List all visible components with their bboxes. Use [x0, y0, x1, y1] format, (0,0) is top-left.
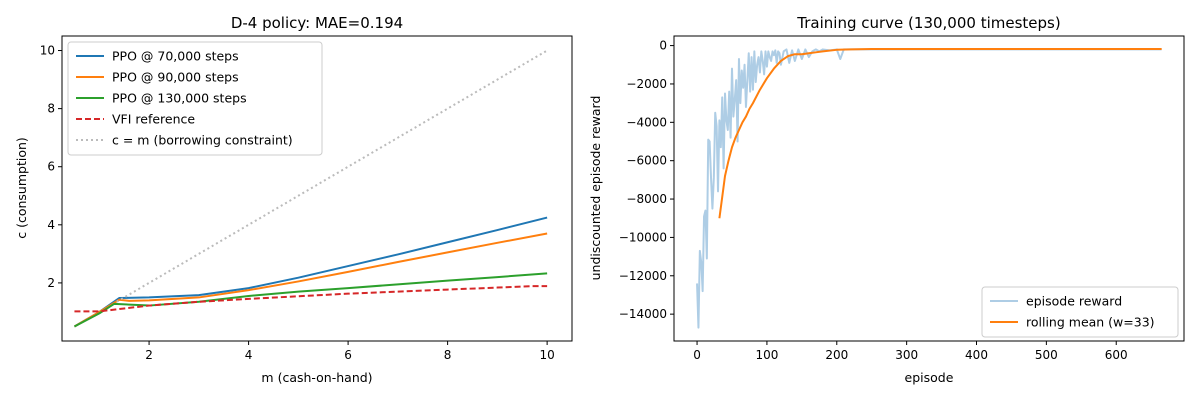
- y-tick-label: 4: [47, 218, 55, 232]
- x-tick-label: 500: [1035, 348, 1058, 362]
- x-tick-label: 0: [693, 348, 701, 362]
- y-tick-label: −10000: [619, 230, 667, 244]
- legend-label: PPO @ 70,000 steps: [112, 49, 239, 64]
- policy-chart-title: D-4 policy: MAE=0.194: [231, 14, 403, 32]
- training-plot-frame: [673, 35, 1185, 342]
- policy-chart: D-4 policy: MAE=0.194 2 4 6 8 10 2 4 6 8 10 m (c…: [14, 14, 573, 385]
- x-tick-label: 300: [895, 348, 918, 362]
- training-series-lines: [696, 48, 1162, 329]
- y-tick-label: 8: [47, 102, 55, 116]
- training-y-axis-label: undiscounted episode reward: [588, 96, 603, 281]
- series-line-3: [73, 272, 548, 328]
- policy-y-ticks: 2 4 6 8 10: [40, 44, 62, 290]
- y-tick-label: −4000: [626, 115, 667, 129]
- training-chart-title: Training curve (130,000 timesteps): [796, 14, 1060, 32]
- policy-x-ticks: 2 4 6 8 10: [145, 341, 555, 362]
- policy-plot-frame: [61, 35, 573, 342]
- legend-label: episode reward: [1026, 294, 1122, 309]
- x-tick-label: 200: [825, 348, 848, 362]
- y-tick-label: −14000: [619, 307, 667, 321]
- y-tick-label: −6000: [626, 154, 667, 168]
- x-tick-label: 2: [145, 348, 153, 362]
- legend-label: rolling mean (w=33): [1026, 315, 1155, 330]
- series-line-2: [718, 48, 1162, 219]
- legend-label: PPO @ 130,000 steps: [112, 91, 247, 106]
- training-legend: episode reward rolling mean (w=33): [981, 286, 1179, 338]
- legend-box: [981, 286, 1179, 338]
- legend-label: PPO @ 90,000 steps: [112, 70, 239, 85]
- y-tick-label: −2000: [626, 77, 667, 91]
- training-x-axis-label: episode: [905, 370, 954, 385]
- y-tick-label: 0: [659, 39, 667, 53]
- x-tick-label: 6: [344, 348, 352, 362]
- x-tick-label: 4: [245, 348, 253, 362]
- legend-label: VFI reference: [112, 112, 195, 127]
- y-tick-label: 6: [47, 160, 55, 174]
- y-tick-label: −8000: [626, 192, 667, 206]
- x-tick-label: 10: [539, 348, 554, 362]
- series-line-1: [73, 216, 548, 328]
- policy-legend: PPO @ 70,000 steps PPO @ 90,000 steps PPO …: [67, 41, 323, 156]
- series-line-2: [73, 232, 548, 328]
- policy-series-lines: [73, 49, 548, 328]
- x-tick-label: 600: [1105, 348, 1128, 362]
- x-tick-label: 400: [965, 348, 988, 362]
- policy-x-axis-label: m (cash-on-hand): [261, 370, 372, 385]
- series-line-1: [696, 48, 1162, 329]
- x-tick-label: 8: [444, 348, 452, 362]
- y-tick-label: 2: [47, 276, 55, 290]
- legend-box: [67, 41, 323, 156]
- series-line-5: [116, 49, 548, 303]
- x-tick-label: 100: [755, 348, 778, 362]
- policy-y-axis-label: c (consumption): [14, 137, 29, 239]
- training-x-ticks: 0 100 200 300 400 500 600: [693, 341, 1128, 362]
- training-y-ticks: 0 −2000 −4000 −6000 −8000 −10000 −12000 −14000: [619, 39, 674, 321]
- series-line-4: [74, 285, 548, 313]
- y-tick-label: 10: [40, 44, 55, 58]
- legend-label: c = m (borrowing constraint): [112, 133, 293, 148]
- y-tick-label: −12000: [619, 269, 667, 283]
- training-chart: Training curve (130,000 timesteps) 0 100 2…: [588, 14, 1185, 385]
